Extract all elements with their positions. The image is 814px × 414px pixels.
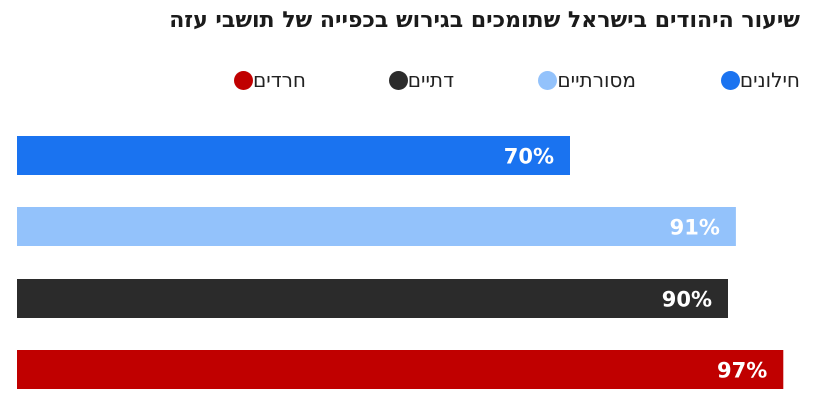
legend-dot-secular [720, 70, 740, 90]
bar-value-label-religious: 90% [662, 288, 712, 312]
legend-item-secular: חילונים [715, 66, 800, 94]
bar-secular [17, 136, 570, 175]
bar-value-label-traditional: 91% [670, 216, 720, 240]
legend-item-traditional: מסורתיים [532, 66, 636, 94]
bar-religious [17, 279, 728, 318]
legend-label-secular: חילונים [739, 68, 800, 92]
legend-dot-religious [388, 70, 408, 90]
legend-item-haredi: חרדים [228, 66, 306, 94]
chart-title: שיעור היהודים בישראל שתומכים בגירוש בכפי… [169, 8, 800, 33]
legend-item-religious: דתיים [383, 66, 454, 94]
bar-haredi [17, 350, 784, 389]
bar-value-label-haredi: 97% [717, 359, 767, 383]
legend-label-traditional: מסורתיים [557, 68, 636, 92]
legend-dot-traditional [538, 70, 558, 90]
legend-dot-haredi [233, 70, 253, 90]
bar-value-label-secular: 70% [504, 145, 554, 169]
legend-label-religious: דתיים [407, 68, 454, 92]
legend-label-haredi: חרדים [252, 68, 306, 92]
bar-traditional [17, 207, 736, 246]
